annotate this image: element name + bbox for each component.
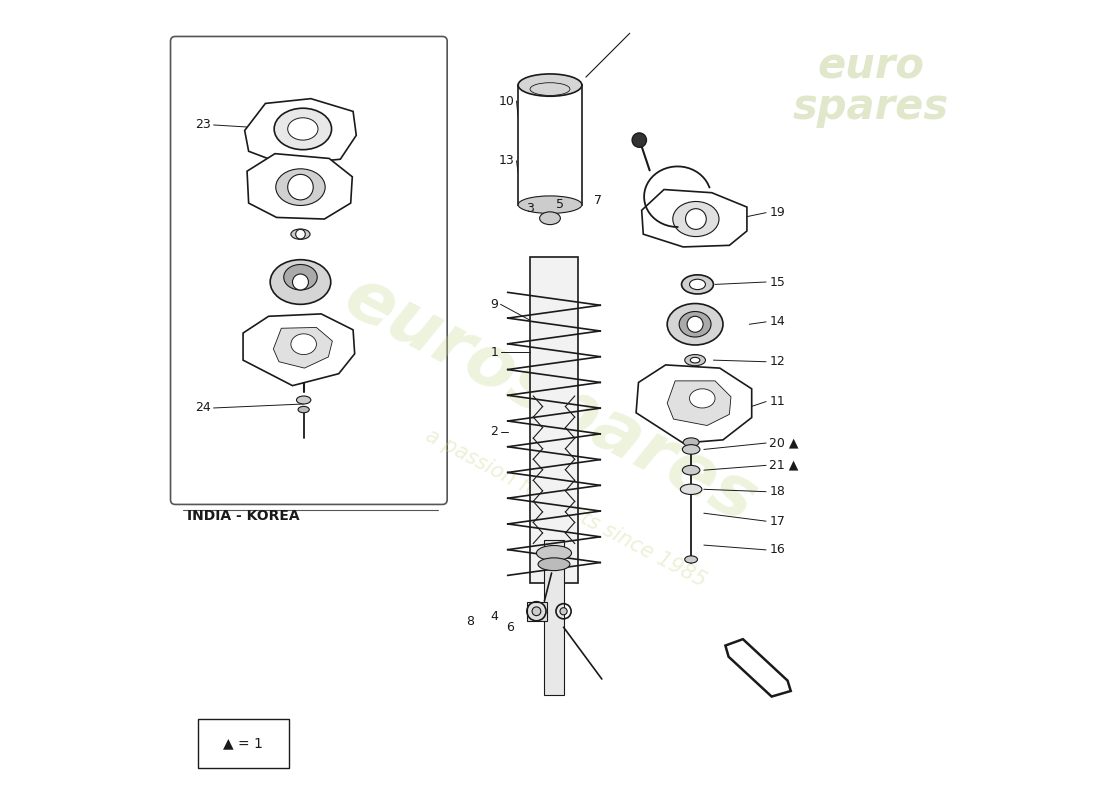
Text: 10: 10 <box>498 94 514 107</box>
Text: 4: 4 <box>491 610 498 623</box>
Polygon shape <box>530 257 578 583</box>
Ellipse shape <box>673 202 719 237</box>
Circle shape <box>288 174 313 200</box>
Ellipse shape <box>276 169 326 206</box>
Text: 23: 23 <box>196 118 211 131</box>
Text: 1: 1 <box>491 346 498 358</box>
Text: 5: 5 <box>557 198 564 211</box>
Bar <box>543 539 564 695</box>
Ellipse shape <box>518 196 582 214</box>
Text: ▲ = 1: ▲ = 1 <box>223 737 263 750</box>
Text: 15: 15 <box>769 275 785 289</box>
Ellipse shape <box>683 438 700 446</box>
Text: 18: 18 <box>769 485 785 498</box>
Ellipse shape <box>537 546 572 561</box>
Ellipse shape <box>290 334 317 354</box>
Circle shape <box>685 209 706 230</box>
Polygon shape <box>274 327 332 368</box>
Text: INDIA - KOREA: INDIA - KOREA <box>187 509 299 522</box>
Ellipse shape <box>682 466 700 475</box>
Text: 9: 9 <box>491 298 498 311</box>
Ellipse shape <box>518 74 582 96</box>
Ellipse shape <box>298 406 309 413</box>
Ellipse shape <box>284 265 317 290</box>
Text: 14: 14 <box>769 315 785 328</box>
Polygon shape <box>244 98 356 165</box>
Ellipse shape <box>288 118 318 140</box>
Ellipse shape <box>680 484 702 494</box>
Text: 16: 16 <box>769 543 785 556</box>
Ellipse shape <box>690 389 715 408</box>
Text: spares: spares <box>792 86 948 128</box>
Circle shape <box>632 133 647 147</box>
Ellipse shape <box>290 229 310 239</box>
Text: 20 ▲: 20 ▲ <box>769 437 799 450</box>
Polygon shape <box>641 190 747 247</box>
Text: euro: euro <box>817 46 925 88</box>
Text: 7: 7 <box>594 194 602 207</box>
Ellipse shape <box>682 445 700 454</box>
Text: 2: 2 <box>491 426 498 438</box>
Text: a passion for parts since 1985: a passion for parts since 1985 <box>422 425 710 590</box>
Text: eurospares: eurospares <box>332 262 768 538</box>
Ellipse shape <box>668 303 723 345</box>
Circle shape <box>296 230 306 239</box>
Text: 19: 19 <box>769 206 785 219</box>
Ellipse shape <box>684 354 705 366</box>
Bar <box>198 719 289 768</box>
Ellipse shape <box>532 607 541 616</box>
Polygon shape <box>248 154 352 219</box>
Ellipse shape <box>684 556 697 563</box>
Text: 3: 3 <box>526 202 535 215</box>
Ellipse shape <box>691 358 700 363</box>
Polygon shape <box>668 381 732 426</box>
Ellipse shape <box>297 396 311 404</box>
Text: 17: 17 <box>769 514 785 528</box>
Ellipse shape <box>274 108 331 150</box>
Text: 11: 11 <box>769 395 785 408</box>
Circle shape <box>293 274 308 290</box>
Polygon shape <box>636 365 751 443</box>
Text: 8: 8 <box>466 615 474 628</box>
Ellipse shape <box>538 558 570 570</box>
Ellipse shape <box>682 275 714 294</box>
Text: 21 ▲: 21 ▲ <box>769 459 799 472</box>
Text: 6: 6 <box>506 621 514 634</box>
Ellipse shape <box>679 311 711 337</box>
Ellipse shape <box>690 279 705 290</box>
Bar <box>527 602 547 621</box>
Ellipse shape <box>560 608 568 615</box>
Polygon shape <box>518 85 582 205</box>
Polygon shape <box>243 314 354 386</box>
Polygon shape <box>725 639 791 697</box>
Circle shape <box>688 316 703 332</box>
Ellipse shape <box>271 260 331 304</box>
Text: 24: 24 <box>196 402 211 414</box>
Text: 12: 12 <box>769 355 785 368</box>
Text: 13: 13 <box>498 154 514 167</box>
Ellipse shape <box>540 212 560 225</box>
